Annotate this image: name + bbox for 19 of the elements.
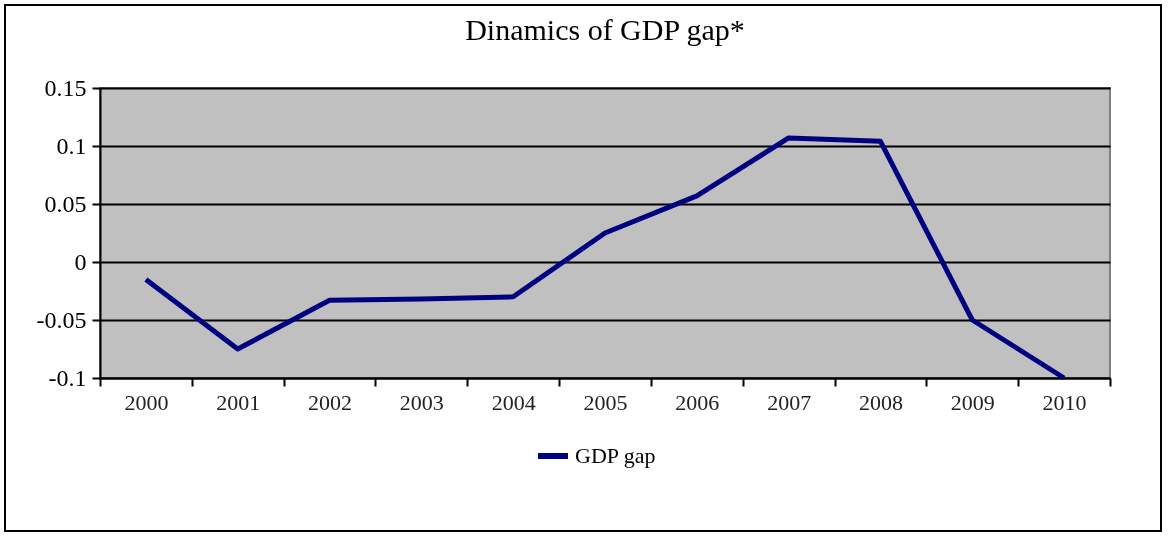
y-tick-label: 0.1 <box>56 132 87 159</box>
y-tick-label: -0.1 <box>48 364 87 391</box>
x-tick-label: 2001 <box>216 389 261 415</box>
x-tick-label: 2004 <box>491 389 536 415</box>
y-tick-label: 0 <box>74 248 87 275</box>
x-tick-label: 2007 <box>767 389 812 415</box>
x-tick-label: 2009 <box>950 389 995 415</box>
x-tick-label: 2003 <box>399 389 444 415</box>
legend-label: GDP gap <box>575 443 656 468</box>
chart-title: Dinamics of GDP gap* <box>465 13 745 46</box>
x-tick-label: 2000 <box>124 389 169 415</box>
y-tick-label: -0.05 <box>36 306 87 333</box>
x-tick-label: 2010 <box>1042 389 1087 415</box>
x-tick-label: 2006 <box>675 389 720 415</box>
y-tick-label: 0.05 <box>44 190 87 217</box>
y-tick-label: 0.15 <box>44 74 87 101</box>
x-tick-label: 2005 <box>583 389 628 415</box>
x-tick-label: 2008 <box>858 389 903 415</box>
x-tick-label: 2002 <box>308 389 353 415</box>
